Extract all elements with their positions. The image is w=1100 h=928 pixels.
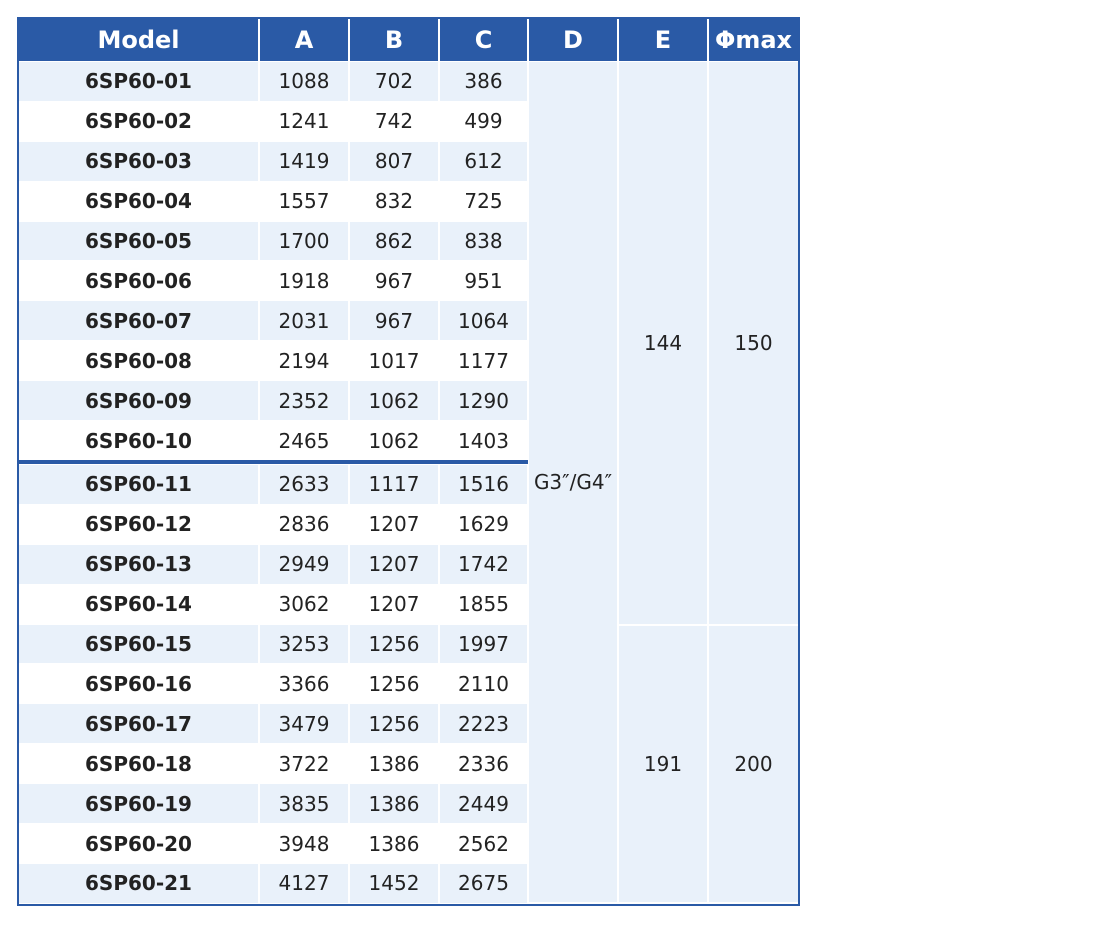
value-cell: 2675	[440, 864, 527, 903]
value-cell: 1256	[350, 624, 438, 664]
value-cell: 499	[440, 101, 527, 141]
model-cell: 6SP60-10	[19, 421, 258, 460]
model-cell: 6SP60-02	[19, 101, 258, 141]
value-cell: 1207	[350, 544, 438, 584]
value-cell: 725	[440, 181, 527, 221]
model-cell: 6SP60-08	[19, 341, 258, 381]
model-cell: 6SP60-12	[19, 504, 258, 544]
d-cell: G3″/G4″	[529, 62, 617, 902]
model-cell: 6SP60-17	[19, 704, 258, 744]
model-cell: 6SP60-09	[19, 381, 258, 421]
value-cell: 1557	[260, 181, 348, 221]
phimax-cell: 200	[709, 626, 798, 902]
value-cell: 1256	[350, 664, 438, 704]
header-cell: C	[440, 19, 527, 61]
value-cell: 1386	[350, 784, 438, 824]
value-cell: 1742	[440, 544, 527, 584]
value-cell: 3948	[260, 824, 348, 863]
model-cell: 6SP60-16	[19, 664, 258, 704]
model-cell: 6SP60-11	[19, 465, 258, 504]
value-cell: 1918	[260, 261, 348, 301]
value-cell: 4127	[260, 864, 348, 903]
value-cell: 1419	[260, 141, 348, 181]
value-cell: 2633	[260, 465, 348, 504]
value-cell: 3722	[260, 744, 348, 784]
value-cell: 2836	[260, 504, 348, 544]
value-cell: 1207	[350, 584, 438, 624]
value-cell: 2031	[260, 301, 348, 341]
group-separator	[19, 460, 528, 464]
value-cell: 967	[350, 301, 438, 341]
value-cell: 1062	[350, 421, 438, 460]
value-cell: 2562	[440, 824, 527, 863]
value-cell: 1290	[440, 381, 527, 421]
model-cell: 6SP60-06	[19, 261, 258, 301]
header-cell: Φmax	[709, 19, 798, 61]
value-cell: 1207	[350, 504, 438, 544]
model-cell: 6SP60-19	[19, 784, 258, 824]
value-cell: 702	[350, 62, 438, 101]
value-cell: 3835	[260, 784, 348, 824]
model-cell: 6SP60-18	[19, 744, 258, 784]
value-cell: 2110	[440, 664, 527, 704]
value-cell: 1241	[260, 101, 348, 141]
value-cell: 3062	[260, 584, 348, 624]
value-cell: 1403	[440, 421, 527, 460]
phimax-cell: 150	[709, 62, 798, 624]
value-cell: 1386	[350, 824, 438, 863]
value-cell: 2336	[440, 744, 527, 784]
value-cell: 1017	[350, 341, 438, 381]
model-cell: 6SP60-04	[19, 181, 258, 221]
value-cell: 3366	[260, 664, 348, 704]
value-cell: 1700	[260, 221, 348, 261]
e-cell: 191	[619, 626, 707, 902]
value-cell: 2449	[440, 784, 527, 824]
e-cell: 144	[619, 62, 707, 624]
value-cell: 1064	[440, 301, 527, 341]
value-cell: 1452	[350, 864, 438, 903]
value-cell: 3253	[260, 624, 348, 664]
value-cell: 2465	[260, 421, 348, 460]
header-cell: D	[529, 19, 617, 61]
value-cell: 1516	[440, 465, 527, 504]
value-cell: 1997	[440, 624, 527, 664]
model-cell: 6SP60-03	[19, 141, 258, 181]
value-cell: 967	[350, 261, 438, 301]
value-cell: 612	[440, 141, 527, 181]
value-cell: 1117	[350, 465, 438, 504]
value-cell: 742	[350, 101, 438, 141]
header-cell: Model	[19, 19, 258, 61]
model-cell: 6SP60-15	[19, 624, 258, 664]
value-cell: 2352	[260, 381, 348, 421]
header-cell: B	[350, 19, 438, 61]
value-cell: 862	[350, 221, 438, 261]
value-cell: 1629	[440, 504, 527, 544]
value-cell: 1088	[260, 62, 348, 101]
value-cell: 951	[440, 261, 527, 301]
model-cell: 6SP60-01	[19, 62, 258, 101]
value-cell: 1855	[440, 584, 527, 624]
value-cell: 2194	[260, 341, 348, 381]
model-cell: 6SP60-07	[19, 301, 258, 341]
value-cell: 807	[350, 141, 438, 181]
value-cell: 2223	[440, 704, 527, 744]
value-cell: 1177	[440, 341, 527, 381]
value-cell: 838	[440, 221, 527, 261]
value-cell: 386	[440, 62, 527, 101]
value-cell: 1386	[350, 744, 438, 784]
value-cell: 2949	[260, 544, 348, 584]
table-frame	[17, 17, 800, 906]
header-cell: E	[619, 19, 707, 61]
model-cell: 6SP60-13	[19, 544, 258, 584]
header-cell: A	[260, 19, 348, 61]
model-cell: 6SP60-14	[19, 584, 258, 624]
model-cell: 6SP60-20	[19, 824, 258, 863]
value-cell: 832	[350, 181, 438, 221]
value-cell: 1256	[350, 704, 438, 744]
value-cell: 3479	[260, 704, 348, 744]
model-cell: 6SP60-21	[19, 864, 258, 903]
model-cell: 6SP60-05	[19, 221, 258, 261]
value-cell: 1062	[350, 381, 438, 421]
